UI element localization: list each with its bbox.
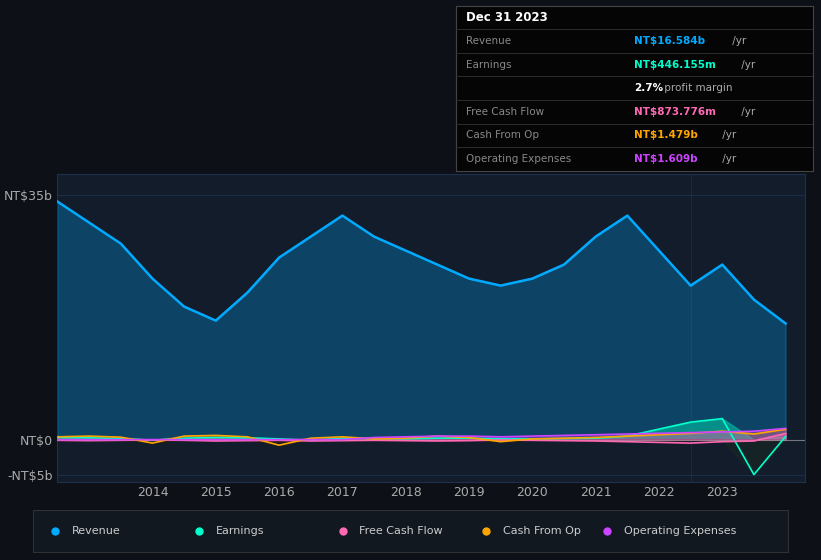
Text: Operating Expenses: Operating Expenses [466,154,571,164]
Text: Earnings: Earnings [216,526,264,535]
Text: NT$873.776m: NT$873.776m [635,107,716,117]
Text: Free Cash Flow: Free Cash Flow [359,526,443,535]
Text: Revenue: Revenue [466,36,511,46]
Text: 2.7%: 2.7% [635,83,663,93]
Text: NT$1.479b: NT$1.479b [635,130,698,141]
Text: /yr: /yr [719,130,736,141]
Text: Dec 31 2023: Dec 31 2023 [466,11,548,24]
Text: Operating Expenses: Operating Expenses [623,526,736,535]
Text: profit margin: profit margin [661,83,732,93]
Text: Revenue: Revenue [72,526,121,535]
Text: /yr: /yr [738,107,755,117]
Text: Free Cash Flow: Free Cash Flow [466,107,544,117]
Text: NT$1.609b: NT$1.609b [635,154,698,164]
Text: /yr: /yr [728,36,745,46]
Text: Earnings: Earnings [466,59,511,69]
Text: /yr: /yr [719,154,736,164]
Text: Cash From Op: Cash From Op [502,526,580,535]
Text: NT$16.584b: NT$16.584b [635,36,705,46]
Text: /yr: /yr [738,59,755,69]
Text: Cash From Op: Cash From Op [466,130,539,141]
Text: NT$446.155m: NT$446.155m [635,59,716,69]
